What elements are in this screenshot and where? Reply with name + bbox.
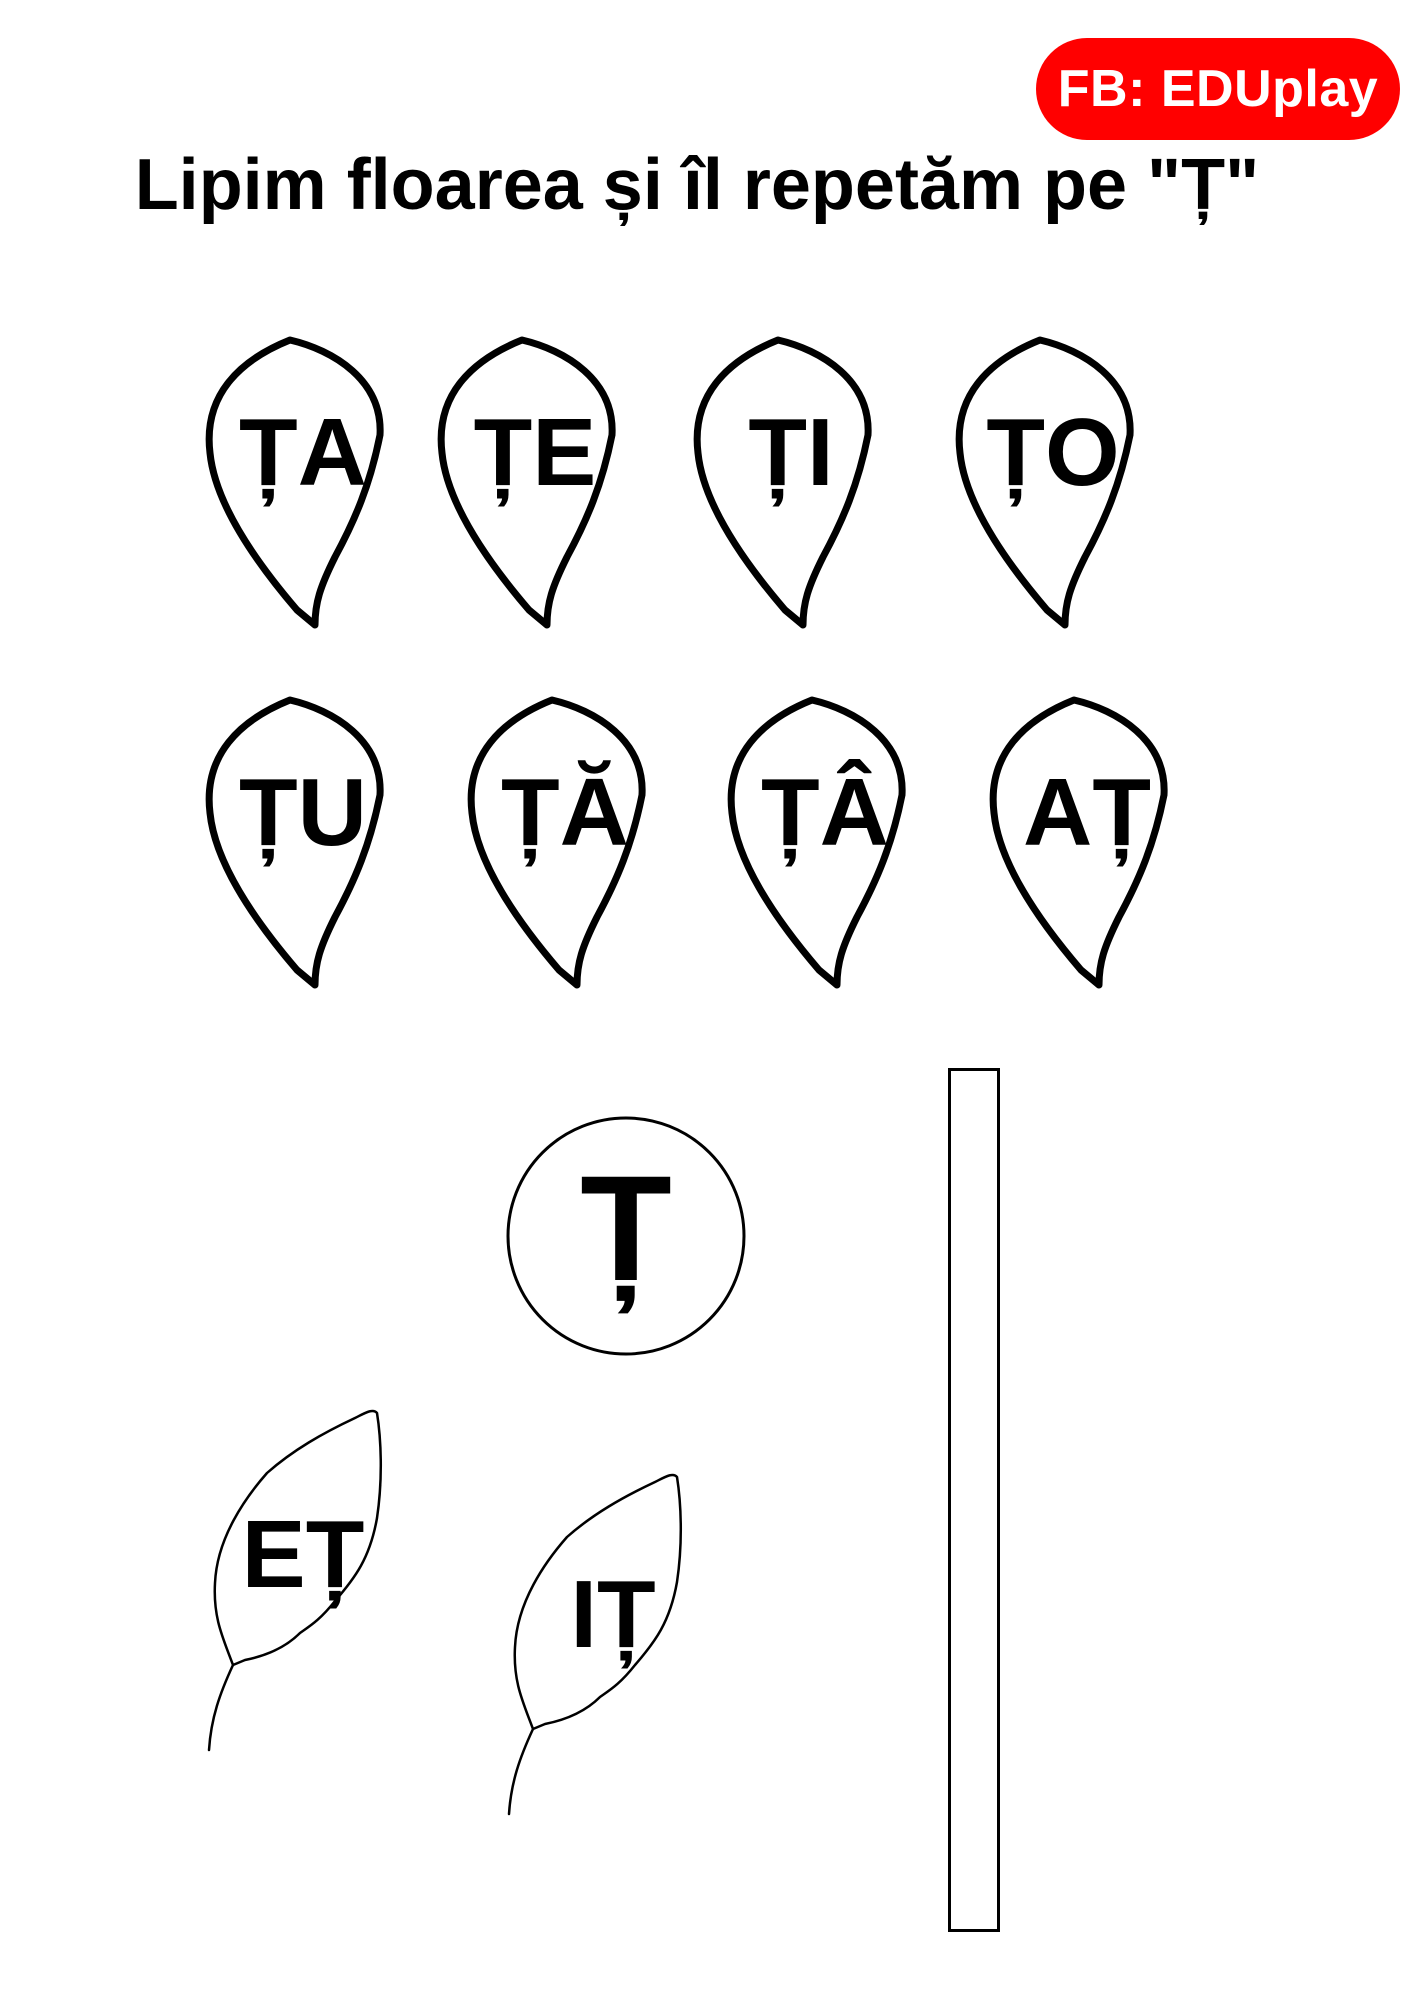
- petal-outline: [205, 696, 384, 989]
- petal-ta-circumflex: ȚÂ: [727, 695, 927, 995]
- petal-te: ȚE: [437, 335, 637, 635]
- source-badge: FB: EDUplay: [1036, 38, 1400, 140]
- petal-syllable: ȚA: [239, 399, 367, 506]
- petal-to: ȚO: [955, 335, 1155, 635]
- flower-center-letter: Ț: [580, 1144, 672, 1312]
- petal-syllable: ȚI: [748, 399, 834, 506]
- leaf-it: IȚ: [505, 1452, 725, 1832]
- leaf-et: EȚ: [205, 1388, 425, 1768]
- petal-ti: ȚI: [693, 335, 893, 635]
- leaf-outline: [507, 1473, 683, 1816]
- petal-syllable: AȚ: [1023, 759, 1151, 866]
- petal-outline: [955, 336, 1134, 629]
- flower-center: Ț: [505, 1115, 747, 1357]
- leaf-syllable: IȚ: [570, 1561, 656, 1668]
- page-title: Lipim floarea și îl repetăm pe "Ț": [134, 145, 1260, 225]
- petal-ta: ȚA: [205, 335, 405, 635]
- petal-outline: [693, 336, 872, 629]
- petal-outline: [205, 336, 384, 629]
- petal-outline: [467, 696, 646, 989]
- petal-outline: [727, 696, 906, 989]
- leaf-outline: [207, 1409, 383, 1752]
- petal-syllable: ȚĂ: [501, 759, 629, 866]
- leaf-syllable: EȚ: [241, 1501, 365, 1608]
- petal-tu: ȚU: [205, 695, 405, 995]
- petal-syllable: ȚÂ: [761, 759, 889, 866]
- flower-stem: [948, 1068, 1000, 1932]
- flower-center-circle: [506, 1116, 746, 1356]
- petal-ta-breve: ȚĂ: [467, 695, 667, 995]
- petal-outline: [437, 336, 616, 629]
- petal-outline: [989, 696, 1168, 989]
- petal-syllable: ȚU: [239, 759, 367, 866]
- petal-syllable: ȚE: [473, 399, 597, 506]
- petal-at: AȚ: [989, 695, 1189, 995]
- petal-syllable: ȚO: [986, 399, 1120, 506]
